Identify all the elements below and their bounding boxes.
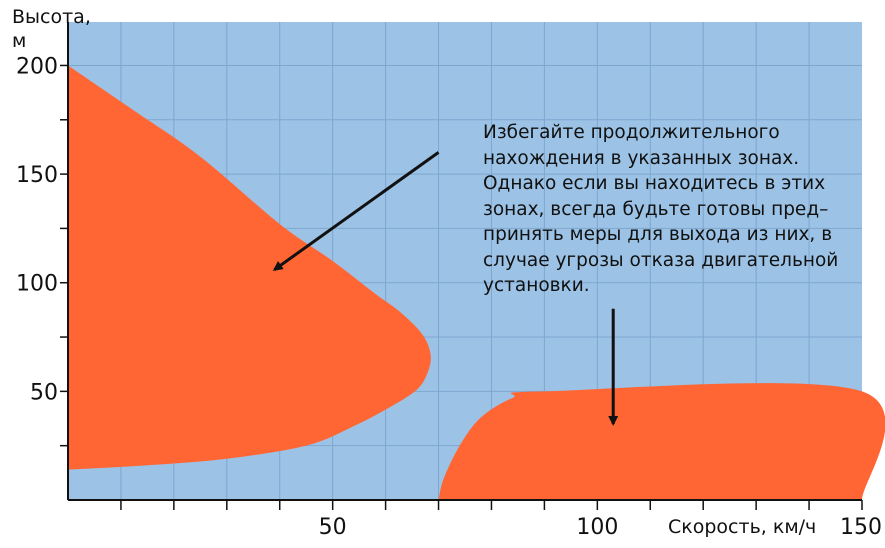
y-tick-label: 150: [16, 163, 58, 188]
annotation-line: Избегайте продолжительного: [483, 122, 780, 143]
annotation-line: принять меры для выхода из них, в: [483, 224, 833, 245]
x-tick-label: 150: [840, 515, 882, 540]
x-axis-label: Скорость, км/ч: [668, 516, 817, 538]
annotation-line: установки.: [483, 275, 590, 296]
annotation-line: зонах, всегда будьте готовы пред–: [483, 198, 829, 220]
annotation-line: случае угрозы отказа двигательной: [483, 249, 839, 271]
y-axis-label-line-1: Высота,: [12, 6, 91, 28]
y-tick-label: 200: [16, 54, 58, 79]
danger-zone-2: [438, 383, 885, 500]
x-tick-label: 50: [319, 515, 347, 540]
pointer-arrow-1: [272, 151, 440, 271]
x-tick-label: 100: [576, 515, 618, 540]
y-tick-label: 50: [30, 380, 58, 405]
annotation-line: Однако если вы находитесь в этих: [483, 173, 826, 194]
danger-zone-1: [68, 65, 431, 470]
warning-annotation: Избегайте продолжительного нахождения в …: [483, 120, 873, 299]
annotation-line: нахождения в указанных зонах.: [483, 147, 800, 169]
y-axis-label-line-2: м: [12, 30, 27, 52]
y-tick-label: 100: [16, 272, 58, 297]
